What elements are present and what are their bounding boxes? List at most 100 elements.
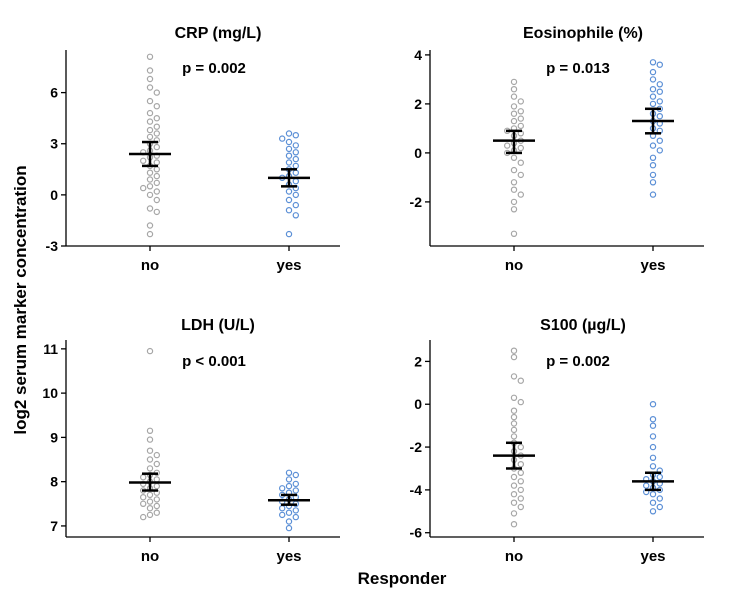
x-tick-label: yes xyxy=(276,257,301,274)
y-tick-label: 11 xyxy=(43,341,58,357)
data-point-no xyxy=(504,142,511,149)
data-point-no xyxy=(146,75,154,83)
p-value-annotation: p = 0.002 xyxy=(182,60,246,77)
data-point-no xyxy=(510,353,518,361)
data-point-no xyxy=(146,169,154,176)
data-point-no xyxy=(517,115,525,122)
data-point-no xyxy=(153,159,160,166)
data-point-no xyxy=(146,183,154,190)
data-point-no xyxy=(153,123,160,130)
data-point-yes xyxy=(292,169,299,176)
data-point-yes xyxy=(649,179,657,186)
data-point-yes xyxy=(292,212,299,219)
data-point-no xyxy=(510,117,518,125)
data-point-no xyxy=(517,191,525,198)
x-tick-label: yes xyxy=(276,548,301,565)
data-point-no xyxy=(153,482,160,490)
data-point-no xyxy=(146,97,154,105)
data-point-no xyxy=(510,510,518,517)
data-point-no xyxy=(146,84,154,91)
data-point-no xyxy=(153,196,160,204)
data-point-no xyxy=(517,461,525,468)
data-point-yes xyxy=(292,155,299,163)
data-point-no xyxy=(146,191,154,199)
data-point-no xyxy=(146,222,154,229)
data-point-yes xyxy=(279,511,286,519)
data-point-yes xyxy=(649,433,657,440)
y-tick-label: 8 xyxy=(50,474,58,490)
data-point-no xyxy=(153,130,160,137)
data-point-yes xyxy=(649,171,657,179)
y-tick-label: 2 xyxy=(414,353,422,369)
data-point-yes xyxy=(649,142,657,149)
data-point-yes xyxy=(656,503,664,511)
data-point-no xyxy=(517,171,525,179)
x-tick-label: no xyxy=(141,257,159,274)
data-point-yes xyxy=(643,482,650,489)
data-point-no xyxy=(517,469,525,476)
data-point-no xyxy=(510,420,518,427)
data-point-yes xyxy=(285,196,293,204)
y-tick-label: 10 xyxy=(42,385,58,401)
data-point-no xyxy=(153,460,160,468)
y-tick-label: -2 xyxy=(410,439,423,455)
x-tick-label: yes xyxy=(640,257,665,274)
data-point-no xyxy=(510,103,518,110)
data-point-no xyxy=(510,198,518,206)
data-point-no xyxy=(517,159,525,166)
data-point-no xyxy=(146,491,154,499)
y-tick-label: 0 xyxy=(414,396,422,412)
data-point-no xyxy=(146,126,154,134)
data-point-no xyxy=(510,433,518,440)
data-point-no xyxy=(510,230,518,237)
data-point-yes xyxy=(649,443,657,451)
y-tick-label: 2 xyxy=(414,96,422,112)
data-point-no xyxy=(146,456,154,463)
panel-title: Eosinophile (%) xyxy=(523,25,643,42)
data-point-no xyxy=(153,496,160,503)
data-point-no xyxy=(517,503,525,511)
data-point-yes xyxy=(649,191,657,198)
data-point-no xyxy=(146,347,154,355)
data-point-no xyxy=(517,486,525,494)
panel-2: Eosinophile (%) p = 0.013 -2 0 2 4 no yes xyxy=(410,25,704,274)
y-tick-label: 9 xyxy=(50,429,58,445)
y-tick-label: 7 xyxy=(50,518,58,534)
data-point-no xyxy=(153,166,160,173)
p-value-annotation: p = 0.013 xyxy=(546,60,610,77)
data-point-no xyxy=(146,511,154,519)
data-point-no xyxy=(510,93,518,100)
data-point-no xyxy=(517,108,525,115)
data-point-yes xyxy=(649,416,657,423)
data-point-no xyxy=(510,407,518,414)
p-value-annotation: p = 0.002 xyxy=(546,353,610,370)
data-point-no xyxy=(146,498,154,505)
data-point-no xyxy=(153,502,160,510)
data-point-no xyxy=(517,495,525,502)
y-tick-label: 4 xyxy=(414,47,422,63)
data-point-yes xyxy=(279,505,286,512)
panel-4: S100 (µg/L) p = 0.002 -6 -4 -2 0 2 no yes xyxy=(410,317,704,565)
data-point-yes xyxy=(656,147,664,154)
data-point-no xyxy=(510,426,518,434)
data-point-yes xyxy=(279,135,286,142)
data-point-yes xyxy=(649,59,657,66)
y-tick-label: -3 xyxy=(46,238,59,254)
data-point-no xyxy=(517,122,525,130)
data-point-yes xyxy=(285,518,293,525)
data-point-no xyxy=(146,465,154,472)
data-point-yes xyxy=(649,93,657,100)
data-point-no xyxy=(510,85,518,93)
data-point-yes xyxy=(285,482,293,490)
data-point-yes xyxy=(649,422,657,429)
data-point-yes xyxy=(285,230,293,238)
data-point-no xyxy=(153,188,160,195)
data-point-no xyxy=(139,157,147,164)
x-axis-label: Responder xyxy=(358,569,447,588)
x-tick-label: no xyxy=(141,548,159,565)
data-point-no xyxy=(146,133,154,141)
data-point-no xyxy=(153,451,160,459)
data-point-yes xyxy=(279,485,286,492)
data-point-no xyxy=(510,154,518,161)
